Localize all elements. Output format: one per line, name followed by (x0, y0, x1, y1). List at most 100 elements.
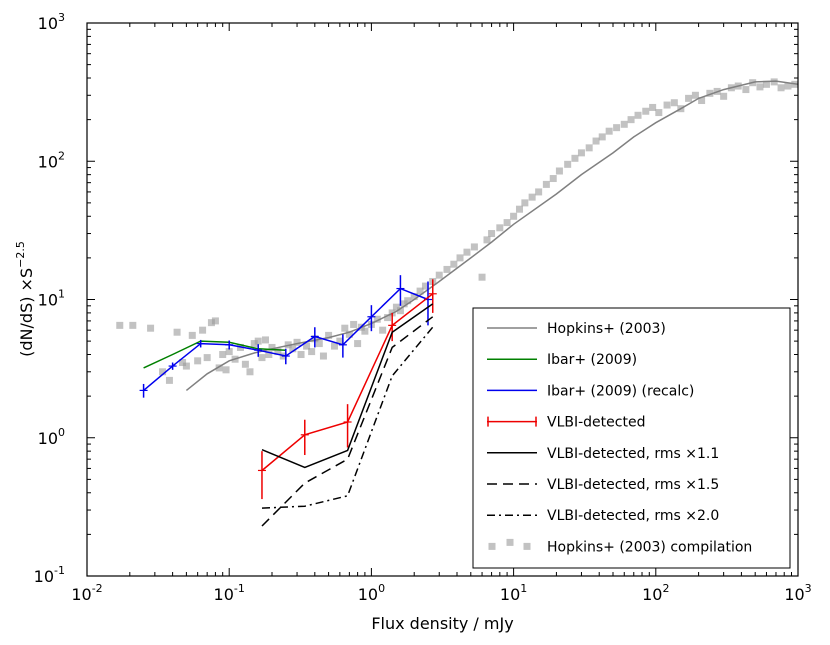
scatter-point (691, 91, 699, 99)
scatter-point (303, 342, 311, 350)
series-ibar-2009-recalc (139, 275, 432, 398)
legend-label: Ibar+ (2009) (547, 352, 637, 368)
scatter-point (620, 120, 628, 128)
x-tick-label: 10-1 (214, 582, 245, 604)
scatter-point (396, 307, 404, 315)
legend-item-vlbi-detected-rms-2-0: VLBI-detected, rms ×2.0 (487, 508, 719, 524)
scatter-point (515, 205, 523, 213)
scatter-point (443, 265, 451, 273)
legend-label: VLBI-detected, rms ×1.5 (547, 477, 719, 493)
legend-item-vlbi-detected: VLBI-detected (487, 415, 645, 431)
scatter-point (496, 224, 504, 232)
scatter-point (535, 188, 543, 196)
scatter-point (577, 149, 585, 157)
scatter-point (293, 338, 301, 346)
scatter-point (268, 343, 276, 351)
scatter-point (456, 254, 464, 262)
scatter-point (435, 271, 443, 279)
scatter-point (392, 303, 400, 311)
scatter-point (698, 97, 706, 105)
scatter-point (642, 107, 650, 115)
x-tick-labels: 10-2 10-1 100 101 102 103 (71, 582, 811, 604)
legend-item-hopkins-2003: Hopkins+ (2003) (487, 321, 666, 337)
scatter-point (289, 345, 297, 353)
scatter-point (421, 282, 429, 290)
legend-item-hopkins-2003-compilation: Hopkins+ (2003) compilation (488, 538, 752, 555)
legend-label: Hopkins+ (2003) (547, 321, 666, 337)
legend-label: Ibar+ (2009) (recalc) (547, 383, 694, 399)
scatter-point (147, 324, 155, 332)
series-line (261, 316, 434, 527)
scatter-point (416, 287, 424, 295)
scatter-point (129, 321, 137, 329)
legend-label: VLBI-detected, rms ×2.0 (547, 508, 719, 524)
scatter-point (261, 336, 269, 344)
scatter-point (742, 86, 750, 94)
y-axis-label-exponent: −2.5 (14, 241, 27, 268)
legend-label: VLBI-detected, rms ×1.1 (547, 446, 719, 462)
scatter-point (116, 321, 124, 329)
y-axis-label-main: (dN/dS) ×S (17, 268, 36, 357)
scatter-point (585, 144, 593, 152)
scatter-point (784, 82, 792, 90)
x-axis-label: Flux density / mJy (371, 614, 513, 633)
scatter-point (720, 92, 728, 100)
scatter-point (207, 319, 215, 327)
scatter-point (649, 103, 657, 111)
scatter-point (655, 109, 663, 117)
scatter-point (350, 320, 358, 328)
scatter-point (225, 348, 233, 356)
scatter-point (165, 376, 173, 384)
series-line (261, 326, 434, 509)
scatter-point (488, 230, 496, 238)
scatter-point (463, 248, 471, 256)
x-tick-label: 103 (784, 582, 811, 604)
legend-item-vlbi-detected-rms-1-5: VLBI-detected, rms ×1.5 (487, 477, 719, 493)
scatter-point (179, 359, 187, 367)
scatter-point (211, 317, 219, 325)
series-vlbi-detected-rms-1-5 (261, 316, 434, 527)
series-line (143, 340, 286, 369)
scatter-point (404, 297, 412, 305)
y-tick-label: 100 (38, 426, 65, 448)
scatter-point (188, 331, 196, 339)
scatter-point (762, 80, 770, 88)
scatter-point (325, 331, 333, 339)
scatter-point (510, 212, 518, 220)
scatter-point (613, 124, 621, 132)
scatter-point (182, 362, 190, 370)
legend-marker (506, 538, 514, 546)
scatter-point (345, 330, 353, 338)
series-vlbi-detected (257, 279, 437, 500)
legend-item-ibar-2009: Ibar+ (2009) (487, 352, 637, 368)
y-tick-label: 103 (38, 11, 65, 33)
scatter-point (450, 260, 458, 268)
scatter-point (219, 351, 227, 359)
legend: Hopkins+ (2003) Ibar+ (2009) Ibar+ (2009) … (472, 307, 791, 569)
scatter-point (173, 328, 181, 336)
series-ibar-2009 (143, 340, 286, 369)
x-tick-label: 102 (642, 582, 669, 604)
scatter-point (354, 340, 362, 348)
scatter-point (308, 348, 316, 356)
scatter-point (777, 84, 785, 92)
scatter-point (319, 352, 327, 360)
scatter-point (592, 137, 600, 145)
legend-item-ibar-2009-recalc: Ibar+ (2009) (recalc) (487, 383, 694, 399)
scatter-point (605, 127, 613, 135)
y-tick-labels: 10-1 100 101 102 103 (34, 11, 65, 586)
scatter-point (549, 175, 557, 183)
axis-ticks (86, 22, 799, 577)
scatter-point (194, 357, 202, 365)
scatter-point (571, 154, 579, 162)
scatter-point (215, 364, 223, 372)
scatter-point (241, 360, 249, 368)
x-tick-label: 100 (358, 582, 385, 604)
scatter-point (222, 366, 230, 374)
scatter-point (265, 351, 273, 359)
scatter-point (254, 337, 262, 345)
legend-marker (488, 542, 496, 550)
scatter-point (670, 99, 678, 107)
scatter-point (297, 351, 305, 359)
